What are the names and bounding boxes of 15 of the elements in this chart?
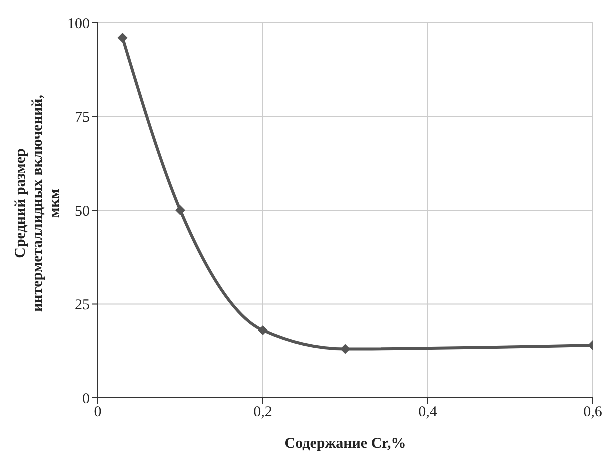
y-tick-label: 50 (75, 204, 90, 220)
point (340, 344, 350, 354)
point (176, 206, 186, 216)
y-tick-label: 75 (75, 110, 90, 126)
x-axis-title: Содержание Cr,% (284, 436, 406, 452)
y-tick-label: 25 (75, 298, 90, 314)
y-axis-title: Средний размер интерметаллидных включений, мкм (12, 94, 64, 312)
point (118, 33, 128, 43)
x-tick-label: 0 (94, 404, 102, 421)
x-tick-label: 0,2 (254, 404, 272, 421)
point (258, 326, 268, 336)
y-tick-label: 0 (82, 391, 90, 408)
y-tick-label: 100 (68, 16, 90, 32)
x-tick-label: 0,4 (418, 404, 438, 421)
x-tick-label: 0,6 (584, 404, 603, 421)
